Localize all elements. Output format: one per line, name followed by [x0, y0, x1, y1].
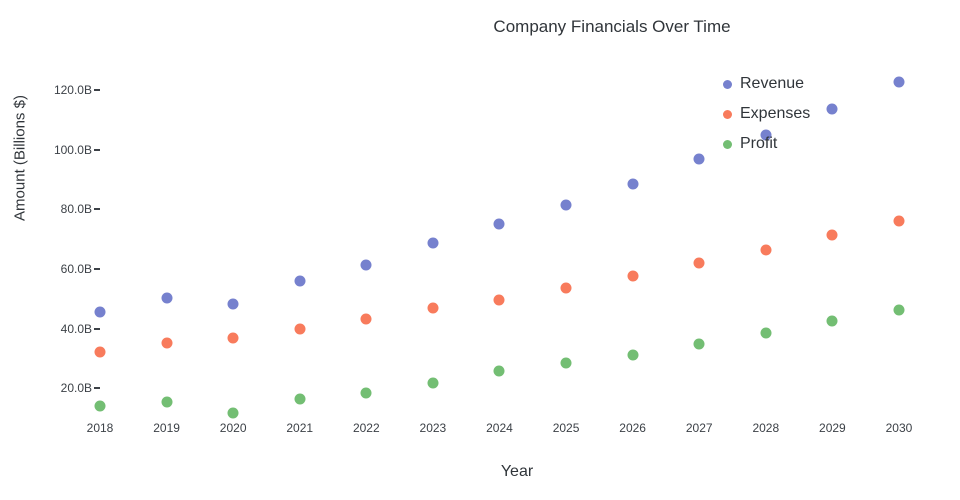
x-tick-label-2027: 2027 [685, 421, 713, 435]
point-expenses-2027[interactable] [693, 257, 705, 269]
point-revenue-2029[interactable] [826, 103, 838, 115]
y-tick-mark-60 [94, 267, 100, 270]
point-profit-2023[interactable] [427, 377, 439, 389]
y-tick-label-40: 40.0B [60, 321, 92, 336]
y-tick-mark-100 [94, 148, 100, 151]
point-expenses-2029[interactable] [826, 229, 838, 241]
point-expenses-2018[interactable] [94, 346, 106, 358]
point-revenue-2019[interactable] [161, 292, 173, 304]
point-profit-2022[interactable] [360, 387, 372, 399]
point-profit-2026[interactable] [627, 349, 639, 361]
x-tick-label-2019: 2019 [153, 421, 180, 435]
point-expenses-2024[interactable] [493, 294, 505, 306]
x-tick-label-2022: 2022 [352, 421, 380, 435]
x-tick-label-2024: 2024 [486, 421, 513, 435]
point-expenses-2028[interactable] [760, 244, 772, 256]
legend-marker-icon-expenses [723, 109, 732, 119]
y-tick-label-100: 100.0B [53, 142, 92, 157]
point-profit-2020[interactable] [227, 407, 239, 419]
point-expenses-2020[interactable] [227, 332, 239, 344]
point-revenue-2021[interactable] [294, 275, 306, 287]
x-tick-label-2028: 2028 [752, 421, 780, 435]
point-revenue-2030[interactable] [893, 76, 905, 88]
legend: Revenue Expenses Profit [723, 69, 810, 159]
y-tick-mark-40 [94, 327, 100, 330]
y-axis-title: Amount (Billions $) [11, 95, 29, 221]
x-tick-label-2018: 2018 [86, 421, 114, 435]
point-revenue-2028[interactable] [760, 129, 772, 141]
x-tick-label-2023: 2023 [419, 421, 447, 435]
point-revenue-2027[interactable] [693, 153, 705, 165]
point-profit-2019[interactable] [161, 396, 173, 408]
point-revenue-2023[interactable] [427, 237, 439, 249]
x-axis-title: Year [500, 463, 534, 480]
legend-item-profit[interactable]: Profit [723, 129, 810, 159]
x-tick-label-2030: 2030 [885, 421, 913, 435]
point-revenue-2020[interactable] [227, 298, 239, 310]
legend-label-profit: Profit [740, 135, 778, 152]
x-tick-label-2026: 2026 [619, 421, 646, 435]
point-profit-2024[interactable] [493, 365, 505, 377]
point-revenue-2025[interactable] [560, 199, 572, 211]
point-revenue-2024[interactable] [493, 218, 505, 230]
point-expenses-2026[interactable] [627, 270, 639, 282]
y-tick-label-20: 20.0B [60, 381, 92, 396]
x-tick-label-2025: 2025 [552, 421, 580, 435]
y-tick-mark-120 [94, 88, 100, 91]
point-revenue-2022[interactable] [360, 259, 372, 271]
legend-item-expenses[interactable]: Expenses [723, 99, 810, 129]
point-expenses-2025[interactable] [560, 282, 572, 294]
point-profit-2030[interactable] [893, 304, 905, 316]
y-tick-label-80: 80.0B [60, 202, 92, 217]
chart-title: Company Financials Over Time [493, 17, 731, 36]
y-tick-label-120: 120.0B [53, 82, 92, 97]
x-tick-label-2029: 2029 [819, 421, 846, 435]
y-tick-mark-20 [94, 387, 100, 390]
point-profit-2028[interactable] [760, 327, 772, 339]
legend-marker-icon-profit [723, 139, 732, 149]
point-revenue-2026[interactable] [627, 178, 639, 190]
x-tick-label-2021: 2021 [286, 421, 314, 435]
legend-label-expenses: Expenses [740, 105, 811, 122]
point-expenses-2021[interactable] [294, 323, 306, 335]
point-profit-2027[interactable] [693, 338, 705, 350]
point-profit-2029[interactable] [826, 315, 838, 327]
legend-item-revenue[interactable]: Revenue [723, 69, 810, 99]
y-tick-label-60: 60.0B [60, 261, 92, 276]
point-expenses-2022[interactable] [360, 313, 372, 325]
x-tick-label-2020: 2020 [219, 421, 247, 435]
point-expenses-2030[interactable] [893, 215, 905, 227]
y-tick-mark-80 [94, 208, 100, 211]
point-profit-2018[interactable] [94, 400, 106, 412]
legend-label-revenue: Revenue [740, 75, 805, 92]
point-profit-2025[interactable] [560, 357, 572, 369]
point-revenue-2018[interactable] [94, 306, 106, 318]
point-profit-2021[interactable] [294, 393, 306, 405]
legend-marker-icon-revenue [723, 79, 732, 89]
point-expenses-2019[interactable] [161, 337, 173, 349]
point-expenses-2023[interactable] [427, 302, 439, 314]
